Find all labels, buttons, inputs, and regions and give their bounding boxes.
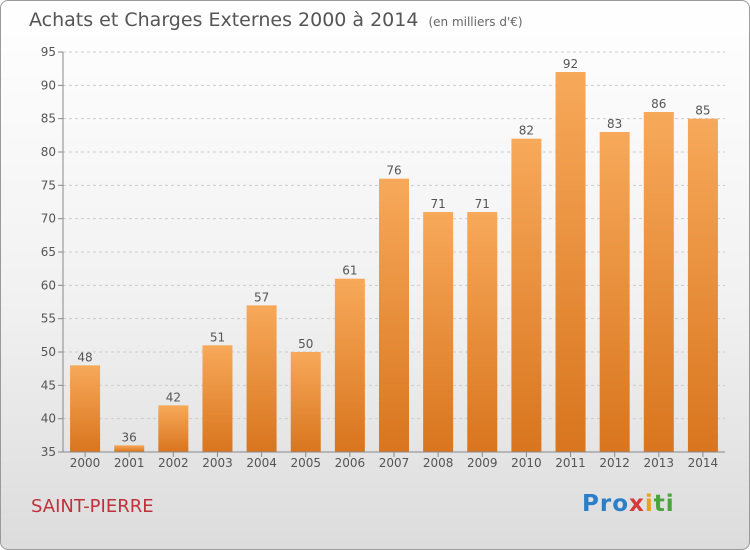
y-tick-label: 95 (41, 45, 56, 59)
x-tick-label: 2010 (511, 456, 542, 470)
data-label-2003: 51 (210, 330, 225, 344)
bars: 48 36 42 51 57 50 61 76 71 71 82 92 83 86 85 (70, 57, 718, 453)
x-tick-label: 2014 (688, 456, 719, 470)
x-tick-label: 2000 (70, 456, 101, 470)
data-label-2008: 71 (430, 197, 445, 211)
x-tick-label: 2006 (335, 456, 366, 470)
data-label-2005: 50 (298, 337, 313, 351)
bar-2014 (687, 118, 718, 453)
y-tick-label: 80 (41, 145, 56, 159)
data-label-2007: 76 (386, 164, 401, 178)
x-tick-label: 2008 (423, 456, 454, 470)
bar-2003 (202, 345, 233, 452)
x-tick-label: 2007 (379, 456, 410, 470)
chart-title: Achats et Charges Externes 2000 à 2014 (29, 9, 419, 31)
y-axis: 35 40 45 50 55 60 65 70 75 80 85 90 95 (41, 45, 64, 459)
x-tick-label: 2002 (158, 456, 189, 470)
y-tick-label: 45 (41, 378, 56, 392)
data-label-2009: 71 (475, 197, 490, 211)
data-label-2000: 48 (77, 350, 92, 364)
chart-subtitle: (en milliers d'€) (428, 15, 523, 29)
data-label-2004: 57 (254, 290, 269, 304)
x-tick-label: 2013 (644, 456, 675, 470)
y-tick-label: 65 (41, 245, 56, 259)
bar-2010 (511, 138, 542, 452)
x-tick-label: 2011 (555, 456, 586, 470)
data-label-2010: 82 (519, 124, 534, 138)
x-tick-label: 2012 (599, 456, 630, 470)
bar-2012 (599, 132, 630, 452)
bar-2013 (643, 112, 674, 452)
bar-2001 (114, 445, 145, 452)
data-label-2014: 85 (695, 104, 710, 118)
x-tick-label: 2001 (114, 456, 145, 470)
data-label-2002: 42 (166, 390, 181, 404)
x-axis: 2000 2001 2002 2003 2004 2005 2006 2007 2008 2009… (63, 451, 725, 470)
bar-2008 (423, 212, 454, 452)
x-tick-label: 2005 (290, 456, 321, 470)
y-tick-label: 85 (41, 112, 56, 126)
y-tick-label: 60 (41, 278, 56, 292)
data-label-2012: 83 (607, 117, 622, 131)
y-tick-label: 50 (41, 345, 56, 359)
bar-2011 (555, 72, 586, 452)
town-name: SAINT-PIERRE (31, 496, 154, 517)
chart-title-block: Achats et Charges Externes 2000 à 2014 (e… (29, 9, 523, 31)
proxiti-logo[interactable]: Proxiti (582, 491, 675, 517)
x-tick-label: 2004 (246, 456, 277, 470)
logo-part-2: x (629, 491, 645, 517)
logo-part-1: Pro (582, 491, 630, 517)
data-label-2006: 61 (342, 264, 357, 278)
y-tick-label: 75 (41, 178, 56, 192)
y-tick-label: 35 (41, 445, 56, 459)
logo-part-3: i (644, 491, 654, 517)
logo-part-4: ti (653, 491, 675, 517)
data-label-2013: 86 (651, 97, 666, 111)
data-label-2001: 36 (122, 430, 137, 444)
y-tick-label: 55 (41, 312, 56, 326)
bar-2000 (70, 365, 101, 452)
bar-2005 (290, 352, 321, 452)
bar-2004 (246, 305, 277, 452)
bar-2007 (379, 178, 409, 452)
y-tick-label: 90 (41, 78, 56, 92)
data-label-2011: 92 (563, 57, 578, 71)
bar-2002 (158, 405, 189, 452)
bar-2006 (334, 278, 365, 452)
y-tick-label: 70 (41, 212, 56, 226)
x-tick-label: 2009 (467, 456, 498, 470)
x-tick-label: 2003 (202, 456, 233, 470)
bar-2009 (467, 212, 498, 452)
y-tick-label: 40 (41, 412, 56, 426)
